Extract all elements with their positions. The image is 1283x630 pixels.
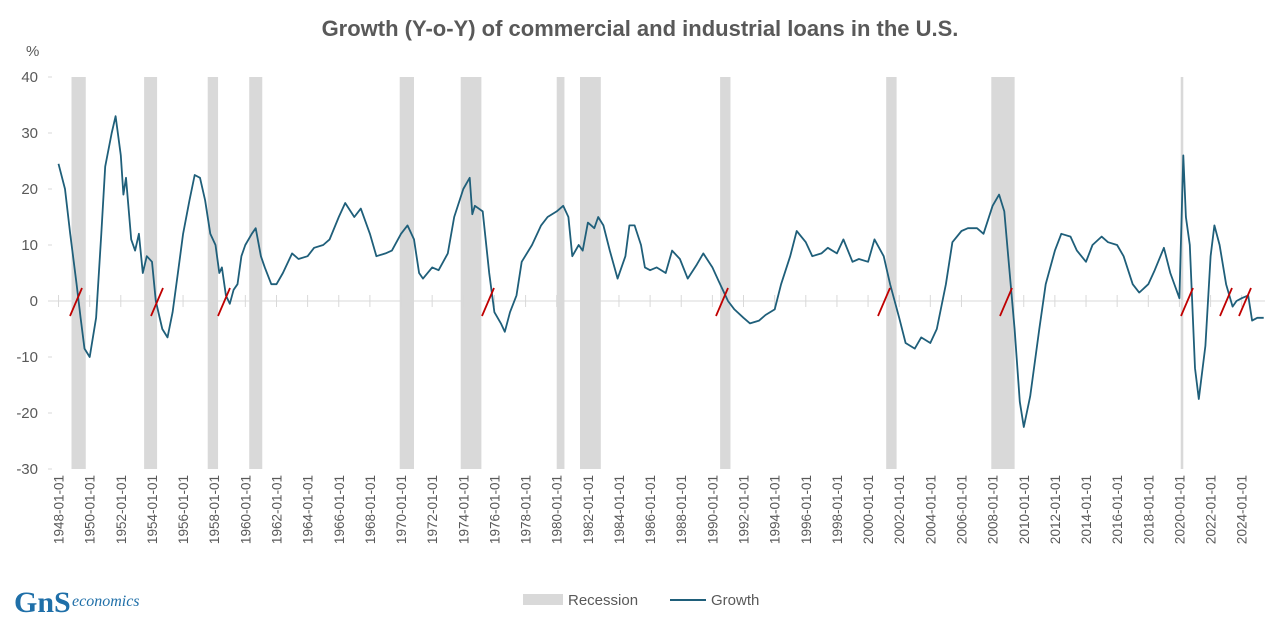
x-tick-label: 1968-01-01: [363, 475, 378, 544]
x-tick-label: 1974-01-01: [456, 475, 471, 544]
x-tick-label: 2000-01-01: [861, 475, 876, 544]
x-tick-label: 1996-01-01: [799, 475, 814, 544]
x-tick-label: 1980-01-01: [550, 475, 565, 544]
x-tick-label: 1992-01-01: [737, 475, 752, 544]
x-tick-label: 1978-01-01: [519, 475, 534, 544]
x-tick-label: 1964-01-01: [301, 475, 316, 544]
x-tick-label: 1966-01-01: [332, 475, 347, 544]
recession-band: [399, 77, 414, 469]
x-tick-label: 1972-01-01: [425, 475, 440, 544]
x-tick-label: 2016-01-01: [1110, 475, 1125, 544]
x-tick-label: 1958-01-01: [207, 475, 222, 544]
x-tick-label: 2010-01-01: [1017, 475, 1032, 544]
x-tick-label: 1962-01-01: [269, 475, 284, 544]
zero-cross-marker: [217, 287, 231, 317]
y-tick-label: 20: [21, 181, 38, 198]
legend-swatch: [523, 594, 563, 605]
y-tick-label: -10: [16, 349, 38, 366]
x-tick-label: 2008-01-01: [986, 475, 1001, 544]
x-tick-label: 2018-01-01: [1141, 475, 1156, 544]
recession-band: [1180, 77, 1184, 469]
zero-cross-markers: [69, 287, 1252, 317]
chart-title: Growth (Y-o-Y) of commercial and industr…: [322, 16, 959, 41]
x-tick-label: 1994-01-01: [768, 475, 783, 544]
x-tick-label: 2006-01-01: [954, 475, 969, 544]
x-tick-label: 1990-01-01: [705, 475, 720, 544]
x-tick-label: 1982-01-01: [581, 475, 596, 544]
recession-band: [71, 77, 86, 469]
x-tick-label: 2004-01-01: [923, 475, 938, 544]
recession-band: [886, 77, 897, 469]
growth-line: [57, 115, 1264, 428]
x-tick-label: 2024-01-01: [1235, 475, 1250, 544]
zero-cross-marker: [999, 287, 1013, 317]
y-axis-label: %: [26, 43, 39, 60]
x-tick-label: 1954-01-01: [145, 475, 160, 544]
recession-band: [580, 77, 601, 469]
x-tick-label: 1976-01-01: [487, 475, 502, 544]
x-tick-label: 1948-01-01: [52, 475, 67, 544]
recession-band: [460, 77, 482, 469]
x-tick-label: 1950-01-01: [83, 475, 98, 544]
zero-cross-marker: [150, 287, 164, 317]
y-tick-label: -30: [16, 461, 38, 478]
zero-cross-marker: [1219, 287, 1233, 317]
x-tick-label: 1984-01-01: [612, 475, 627, 544]
zero-cross-marker: [69, 287, 83, 317]
recession-band: [249, 77, 263, 469]
x-tick-label: 1952-01-01: [114, 475, 129, 544]
recession-bands: [71, 77, 1184, 469]
axes: -30 -20 -10 0 10 20 30 40 1948-01-01 1950-01-01 19…: [16, 69, 1265, 544]
y-tick-label: 10: [21, 237, 38, 254]
x-tick-label: 1986-01-01: [643, 475, 658, 544]
x-tick-label: 2014-01-01: [1079, 475, 1094, 544]
x-tick-label: 1998-01-01: [830, 475, 845, 544]
zero-cross-marker: [1238, 287, 1252, 317]
y-tick-label: 0: [30, 293, 38, 310]
logo-text: economics: [72, 593, 140, 610]
x-tick-label: 2012-01-01: [1048, 475, 1063, 544]
x-tick-label: 1970-01-01: [394, 475, 409, 544]
recession-band: [720, 77, 731, 469]
legend: Recession Growth: [523, 592, 759, 609]
recession-band: [207, 77, 219, 469]
x-tick-label: 2002-01-01: [892, 475, 907, 544]
legend-label: Recession: [568, 592, 638, 609]
y-tick-label: 40: [21, 69, 38, 86]
x-tick-label: 2020-01-01: [1172, 475, 1187, 544]
recession-band: [556, 77, 565, 469]
zero-cross-marker: [715, 287, 729, 317]
y-tick-label: -20: [16, 405, 38, 422]
x-tick-label: 1956-01-01: [176, 475, 191, 544]
recession-band: [144, 77, 158, 469]
y-tick-label: 30: [21, 125, 38, 142]
x-tick-label: 1960-01-01: [238, 475, 253, 544]
logo-mark: GnS: [14, 586, 71, 619]
recession-band: [991, 77, 1015, 469]
lines: [57, 115, 1264, 428]
logo: GnS economics: [14, 586, 140, 619]
zero-cross-marker: [1180, 287, 1194, 317]
zero-cross-marker: [481, 287, 495, 317]
zero-cross-marker: [877, 287, 891, 317]
x-tick-label: 2022-01-01: [1204, 475, 1219, 544]
x-tick-label: 1988-01-01: [674, 475, 689, 544]
legend-label: Growth: [711, 592, 759, 609]
